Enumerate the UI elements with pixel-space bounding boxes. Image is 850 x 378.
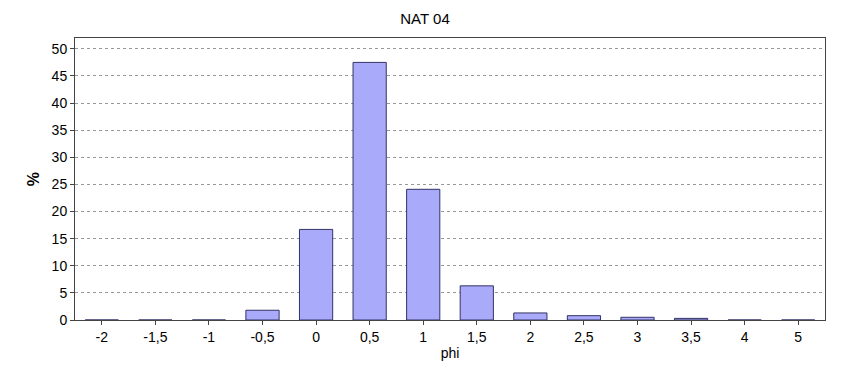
svg-text:-2: -2 xyxy=(96,329,109,345)
svg-text:40: 40 xyxy=(52,95,68,111)
svg-text:3,5: 3,5 xyxy=(681,329,701,345)
svg-text:0: 0 xyxy=(59,312,67,328)
svg-text:5: 5 xyxy=(59,285,67,301)
svg-text:5: 5 xyxy=(794,329,802,345)
svg-text:phi: phi xyxy=(441,345,460,361)
svg-text:0: 0 xyxy=(312,329,320,345)
svg-text:45: 45 xyxy=(52,68,68,84)
svg-text:35: 35 xyxy=(52,122,68,138)
svg-text:NAT 04: NAT 04 xyxy=(400,10,449,27)
svg-text:20: 20 xyxy=(52,203,68,219)
svg-text:15: 15 xyxy=(52,231,68,247)
svg-text:10: 10 xyxy=(52,258,68,274)
svg-text:-1,5: -1,5 xyxy=(143,329,167,345)
svg-text:50: 50 xyxy=(52,41,68,57)
svg-text:4: 4 xyxy=(741,329,749,345)
svg-text:0,5: 0,5 xyxy=(360,329,380,345)
svg-text:%: % xyxy=(25,172,42,186)
svg-text:-1: -1 xyxy=(203,329,216,345)
svg-text:-0,5: -0,5 xyxy=(250,329,274,345)
svg-text:1: 1 xyxy=(419,329,427,345)
svg-text:2: 2 xyxy=(526,329,534,345)
svg-text:2,5: 2,5 xyxy=(574,329,594,345)
svg-text:25: 25 xyxy=(52,176,68,192)
svg-text:1,5: 1,5 xyxy=(467,329,487,345)
svg-text:30: 30 xyxy=(52,149,68,165)
svg-text:3: 3 xyxy=(634,329,642,345)
